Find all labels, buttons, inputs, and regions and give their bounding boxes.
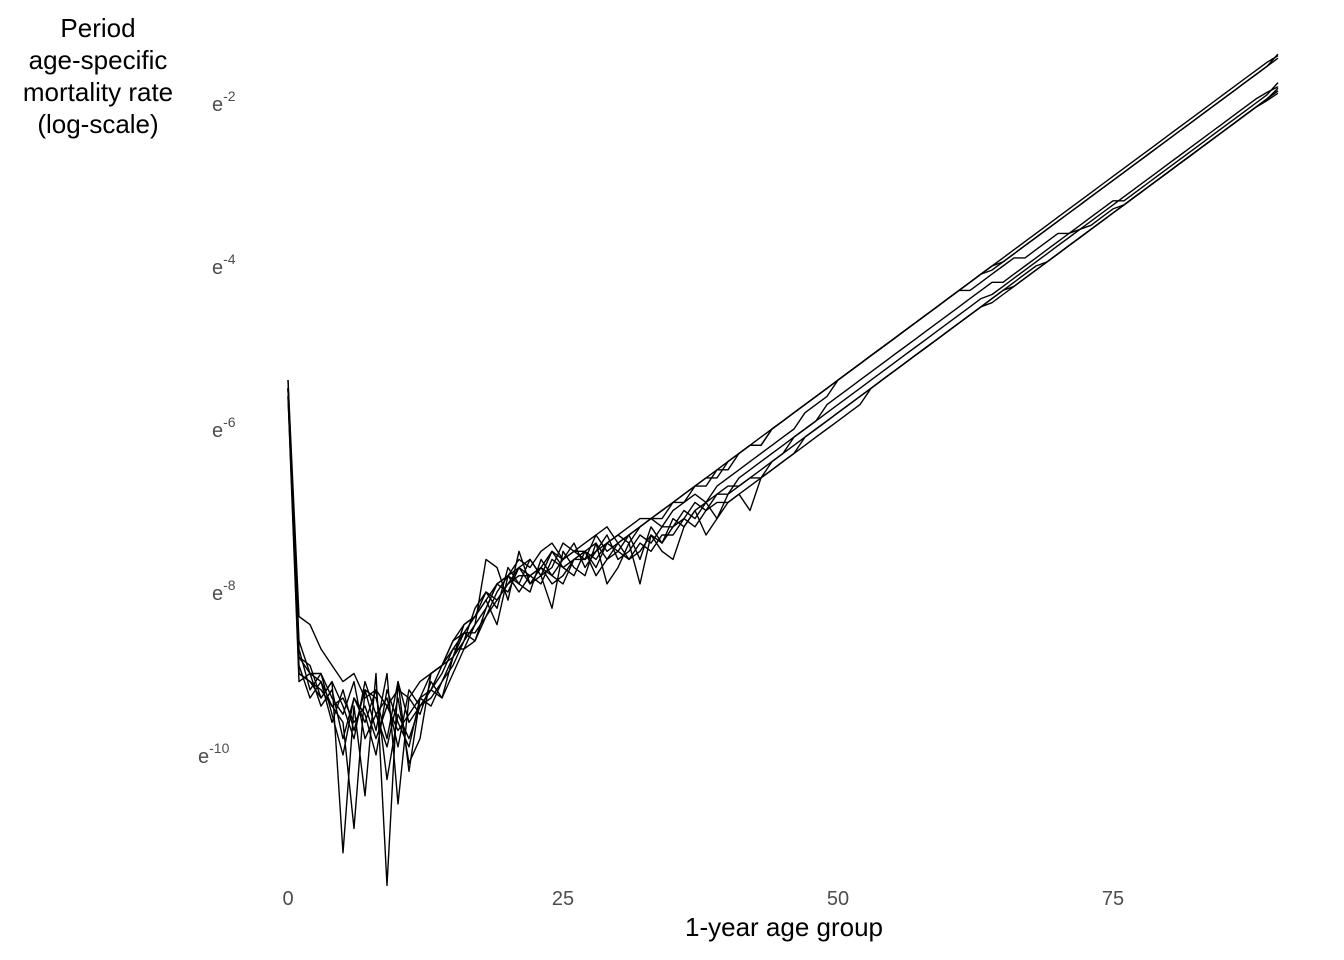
x-axis-title: 1-year age group — [684, 912, 884, 942]
y-tick-label: e-4 — [212, 251, 236, 279]
y-tick-exponent: -6 — [223, 414, 236, 430]
series-line-7 — [287, 57, 1279, 740]
y-tick-label: e-2 — [212, 88, 236, 116]
y-axis-title-line: Period — [60, 13, 136, 43]
series-line-3 — [287, 90, 1279, 887]
y-tick-base: e — [212, 583, 223, 605]
series-line-4 — [287, 87, 1279, 830]
series-line-8 — [287, 53, 1279, 748]
y-axis-title: Period age-specific mortality rate (log-… — [8, 12, 188, 140]
y-tick-base: e — [212, 94, 223, 116]
y-tick-base: e — [212, 257, 223, 279]
series-line-6 — [287, 86, 1279, 764]
y-axis-title-line: (log-scale) — [37, 109, 159, 139]
series-line-1 — [287, 82, 1279, 707]
y-tick-label: e-6 — [212, 414, 236, 442]
series-line-9 — [287, 55, 1279, 740]
series-line-2 — [287, 90, 1279, 781]
x-tick-label: 25 — [552, 888, 574, 910]
y-tick-base: e — [212, 420, 223, 442]
series-lines — [287, 53, 1279, 887]
y-tick-exponent: -8 — [223, 577, 236, 593]
y-tick-base: e — [198, 746, 209, 768]
y-tick-exponent: -2 — [223, 88, 236, 104]
x-tick-label: 50 — [827, 888, 849, 910]
y-axis-title-line: age-specific — [28, 45, 168, 75]
y-axis-title-line: mortality rate — [22, 77, 174, 107]
x-tick-label: 0 — [282, 888, 293, 910]
y-tick-label: e-8 — [212, 577, 236, 605]
y-axis-ticks: e-2e-4e-6e-8e-10 — [198, 88, 236, 768]
y-tick-exponent: -4 — [223, 251, 236, 267]
y-tick-label: e-10 — [198, 740, 230, 768]
y-tick-exponent: -10 — [209, 740, 229, 756]
x-tick-label: 75 — [1102, 888, 1124, 910]
x-axis-ticks: 0 25 50 75 — [282, 888, 1124, 910]
